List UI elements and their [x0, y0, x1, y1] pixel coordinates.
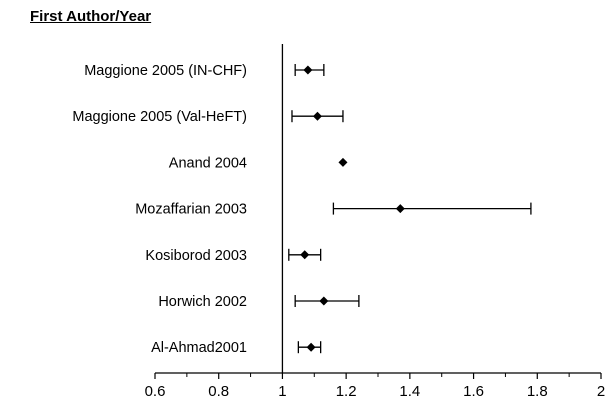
- study-label: Anand 2004: [169, 155, 247, 171]
- x-tick-label: 0.8: [208, 383, 229, 400]
- x-tick-label: 0.6: [145, 383, 166, 400]
- estimate-marker: [303, 65, 313, 75]
- study-label: Mozaffarian 2003: [135, 202, 247, 218]
- x-axis: 0.6 0.8 1 1.2 1.4 1.6 1.8 2: [145, 44, 605, 400]
- estimate-marker: [306, 342, 316, 352]
- estimate-marker: [395, 204, 405, 214]
- x-tick-label: 1.2: [336, 383, 357, 400]
- point-estimates: [300, 65, 405, 352]
- estimate-marker: [300, 250, 310, 260]
- x-tick-label: 1.6: [463, 383, 484, 400]
- x-tick-label: 1: [278, 383, 286, 400]
- confidence-intervals: [288, 64, 532, 354]
- estimate-marker: [319, 296, 329, 306]
- estimate-marker: [312, 111, 322, 121]
- study-label: Horwich 2002: [158, 294, 247, 310]
- column-header: First Author/Year: [30, 8, 152, 25]
- estimate-marker: [338, 157, 348, 167]
- x-tick-label: 1.4: [399, 383, 420, 400]
- x-tick-label: 1.8: [527, 383, 548, 400]
- study-label: Maggione 2005 (IN-CHF): [84, 63, 247, 79]
- study-label: Al-Ahmad2001: [151, 340, 247, 356]
- x-tick-label: 2: [597, 383, 605, 400]
- study-label: Maggione 2005 (Val-HeFT): [72, 109, 247, 125]
- study-labels: Maggione 2005 (IN-CHF) Maggione 2005 (Val…: [72, 63, 247, 356]
- study-label: Kosiborod 2003: [145, 248, 247, 264]
